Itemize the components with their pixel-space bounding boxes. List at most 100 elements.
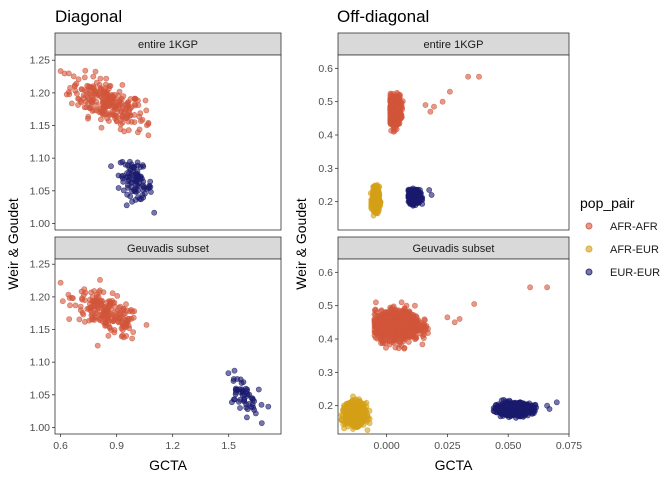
point-afr-afr — [82, 67, 89, 74]
point-afr-afr — [97, 287, 103, 294]
point-eur-eur — [115, 185, 122, 191]
point-afr-afr — [419, 341, 426, 348]
point-afr-afr — [398, 342, 405, 349]
point-afr-afr — [399, 323, 406, 330]
point-afr-afr — [111, 317, 117, 324]
legend-label: AFR-AFR — [610, 221, 658, 233]
point-afr-eur — [347, 420, 354, 427]
point-eur-eur — [122, 161, 129, 168]
point-afr-afr — [113, 112, 120, 119]
point-afr-afr — [119, 114, 125, 121]
point-afr-afr — [57, 279, 64, 286]
point-afr-afr — [106, 324, 113, 330]
chart-off-diagonal: Off-diagonal entire 1KGP 0.2 0.3 0.4 0.5 0.6… — [293, 7, 582, 473]
point-afr-eur — [341, 425, 347, 432]
point-afr-afr — [76, 96, 82, 102]
point-eur-eur — [124, 191, 131, 198]
point-afr-afr — [465, 73, 471, 80]
point-eur-eur — [546, 406, 553, 412]
point-afr-afr — [68, 100, 75, 107]
point-afr-afr — [421, 316, 428, 323]
y-tick-label: 0.3 — [318, 163, 333, 175]
y-tick-label: 0.4 — [318, 334, 333, 346]
point-afr-afr — [75, 76, 82, 83]
point-afr-afr — [98, 300, 105, 307]
chart-title: Diagonal — [55, 7, 122, 26]
point-afr-afr — [135, 102, 142, 108]
y-axis-label: Weir & Goudet — [5, 198, 21, 290]
point-eur-eur — [255, 386, 262, 393]
point-afr-eur — [368, 205, 375, 212]
point-afr-afr — [107, 83, 114, 89]
point-eur-eur — [428, 192, 435, 198]
point-eur-eur — [129, 164, 135, 170]
point-afr-afr — [91, 107, 97, 113]
point-eur-eur — [225, 370, 232, 377]
point-afr-afr — [120, 310, 127, 317]
point-afr-afr — [82, 289, 89, 296]
y-tick-label: 0.3 — [318, 367, 333, 379]
point-afr-afr — [80, 95, 87, 102]
point-afr-afr — [372, 299, 379, 306]
point-afr-eur — [353, 402, 360, 409]
y-tick-label: 1.15 — [30, 324, 51, 336]
point-afr-afr — [143, 321, 150, 328]
y-axis-label: Weir & Goudet — [293, 198, 309, 290]
facet-offdiag-geuvadis: Geuvadis subset 0.2 0.3 0.4 0.5 0.6 — [318, 236, 570, 435]
y-tick-label: 1.15 — [30, 120, 51, 132]
point-afr-afr — [93, 297, 100, 303]
point-afr-afr — [137, 118, 144, 124]
point-afr-afr — [372, 306, 379, 313]
point-afr-afr — [67, 302, 73, 309]
x-tick-label: 1.5 — [221, 440, 236, 452]
y-tick-label: 1.05 — [30, 389, 51, 401]
point-afr-afr — [420, 321, 427, 327]
y-tick-label: 0.5 — [318, 96, 333, 108]
point-afr-afr — [389, 330, 396, 336]
point-afr-afr — [107, 310, 113, 317]
point-afr-afr — [145, 132, 152, 139]
point-eur-eur — [492, 405, 499, 412]
point-afr-afr — [387, 119, 394, 126]
point-afr-afr — [93, 79, 100, 86]
point-afr-afr — [389, 112, 396, 119]
y-axis: 0.2 0.3 0.4 0.5 0.6 — [318, 267, 338, 412]
point-afr-afr — [92, 303, 99, 310]
point-eur-eur — [251, 406, 257, 413]
point-eur-eur — [230, 396, 237, 403]
point-afr-afr — [126, 308, 133, 315]
y-tick-label: 0.6 — [318, 63, 333, 75]
point-afr-afr — [81, 297, 88, 304]
point-afr-eur — [342, 420, 349, 427]
point-afr-afr — [143, 107, 150, 114]
y-tick-label: 0.2 — [318, 400, 333, 412]
legend-label: AFR-EUR — [610, 244, 659, 256]
y-tick-label: 0.4 — [318, 130, 333, 142]
point-eur-eur — [140, 187, 147, 193]
point-eur-eur — [235, 398, 242, 405]
legend-item-afr-eur: AFR-EUR — [585, 244, 659, 256]
point-eur-eur — [132, 178, 138, 184]
y-axis: 1.00 1.05 1.10 1.15 1.20 1.25 — [30, 55, 55, 230]
point-eur-eur — [239, 388, 246, 394]
point-afr-afr — [427, 108, 434, 115]
legend-title: pop_pair — [580, 195, 635, 211]
point-afr-afr — [104, 315, 111, 322]
point-afr-afr — [105, 332, 112, 339]
point-afr-afr — [65, 291, 72, 298]
point-afr-afr — [387, 97, 394, 104]
point-afr-afr — [396, 317, 403, 324]
point-eur-eur — [147, 183, 154, 190]
strip-label: entire 1KGP — [138, 39, 198, 51]
legend-key-eur-eur — [585, 268, 593, 276]
point-afr-afr — [59, 298, 66, 305]
point-afr-eur — [356, 409, 363, 416]
point-eur-eur — [520, 413, 527, 420]
x-tick-label: 0.025 — [434, 440, 460, 452]
point-afr-afr — [397, 113, 404, 119]
point-afr-afr — [121, 128, 128, 135]
point-afr-afr — [451, 319, 458, 326]
point-eur-eur — [134, 173, 141, 179]
point-eur-eur — [118, 173, 125, 180]
